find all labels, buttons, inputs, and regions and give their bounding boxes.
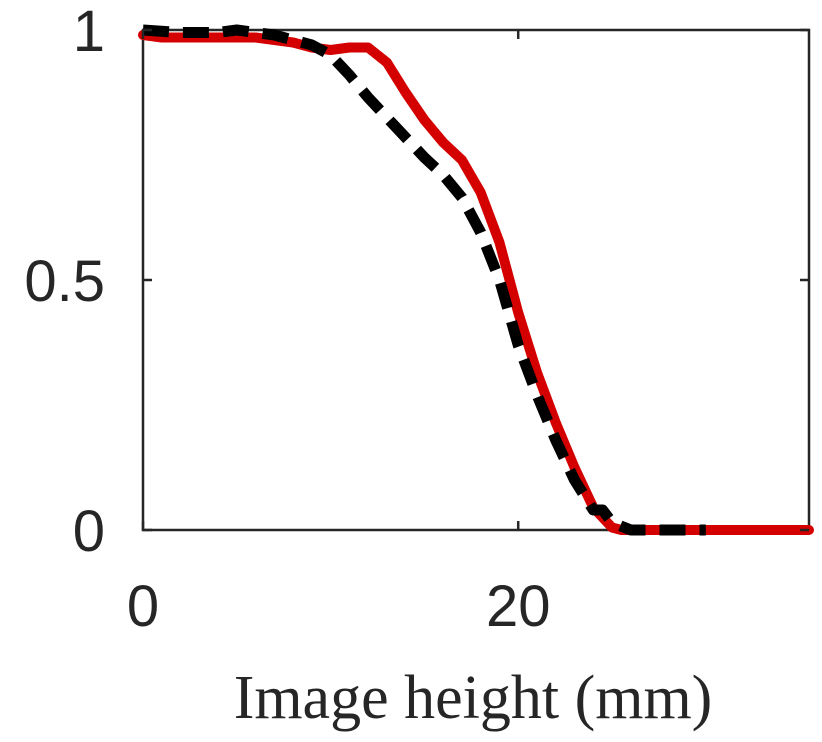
y-tick-label: 0.5 [24, 249, 105, 314]
plot-area [141, 28, 811, 532]
series-layer [138, 24, 814, 536]
y-tick-label: 1 [73, 0, 105, 64]
y-tick-label: 0 [73, 499, 105, 564]
x-tick-label: 0 [127, 574, 159, 639]
x-tick-label: 20 [486, 574, 551, 639]
series-line-dashed [142, 24, 706, 536]
x-axis-label: Image height (mm) [234, 664, 713, 732]
series-line-solid [138, 30, 814, 535]
ticks-layer: 0 20 0 0.5 1 [24, 0, 809, 639]
